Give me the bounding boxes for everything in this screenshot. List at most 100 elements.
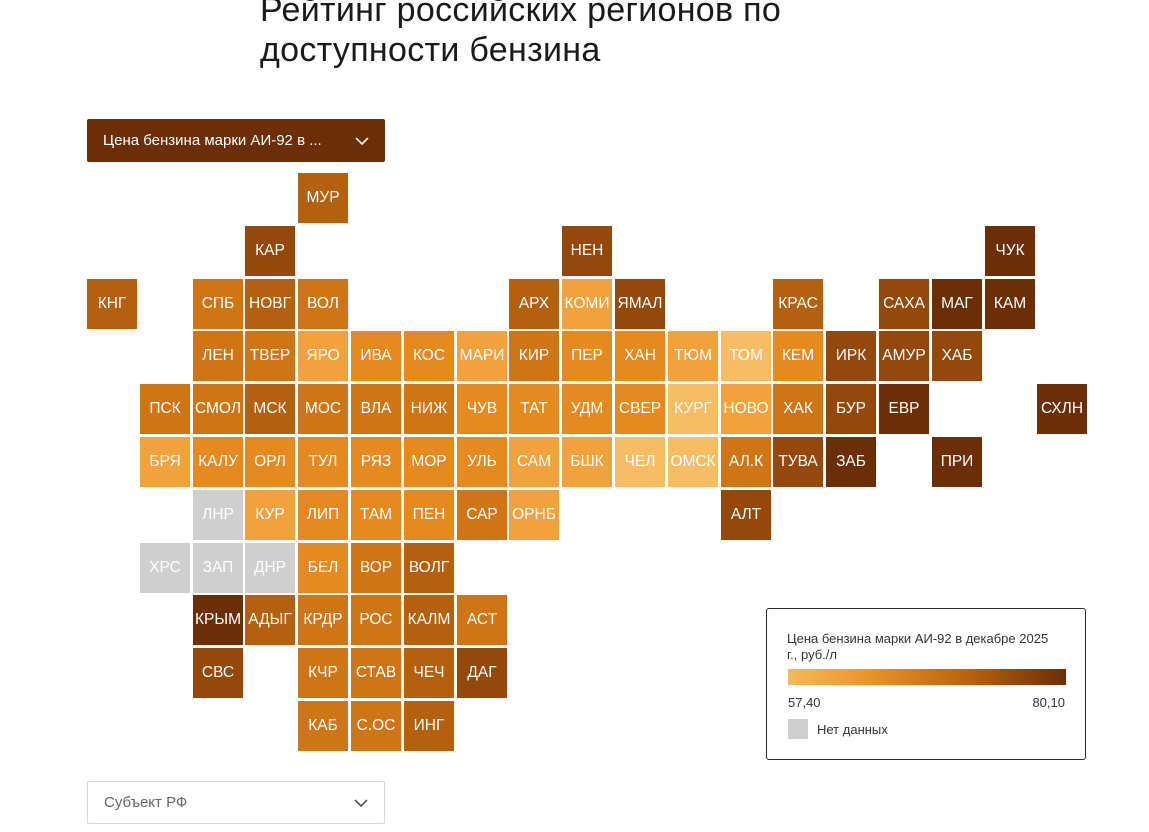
region-tile-17[interactable]: ЯРО [298, 331, 348, 381]
region-tile-20[interactable]: МАРИ [457, 331, 507, 381]
region-tile-47[interactable]: КАЛУ [193, 437, 243, 487]
region-tile-28[interactable]: АМУР [879, 331, 929, 381]
page-title-line1: Рейтинг российских регионов по [260, 0, 782, 29]
page-title: Рейтинг российских регионов по доступнос… [260, 0, 960, 70]
region-tile-34[interactable]: ВЛА [351, 384, 401, 434]
region-tile-81[interactable]: СВС [193, 648, 243, 698]
region-tile-72[interactable]: БЕЛ [298, 543, 348, 593]
region-tile-75[interactable]: КРЫМ [193, 595, 243, 645]
region-tile-38[interactable]: УДМ [562, 384, 612, 434]
region-tile-78[interactable]: РОС [351, 595, 401, 645]
region-tile-3[interactable]: ЧУК [985, 226, 1035, 276]
region-tile-48[interactable]: ОРЛ [245, 437, 295, 487]
region-tile-54[interactable]: БШК [562, 437, 612, 487]
region-tile-88[interactable]: ИНГ [404, 701, 454, 751]
region-tile-83[interactable]: СТАВ [351, 648, 401, 698]
region-tile-86[interactable]: КАБ [298, 701, 348, 751]
legend-title: Цена бензина марки АИ-92 в декабре 2025 … [787, 631, 1049, 662]
region-tile-66[interactable]: САР [457, 490, 507, 540]
region-tile-1[interactable]: КАР [245, 226, 295, 276]
region-tile-65[interactable]: ПЕН [404, 490, 454, 540]
region-tile-35[interactable]: НИЖ [404, 384, 454, 434]
region-tile-26[interactable]: КЕМ [773, 331, 823, 381]
region-tile-32[interactable]: МСК [245, 384, 295, 434]
region-tile-73[interactable]: ВОР [351, 543, 401, 593]
region-tile-31[interactable]: СМОЛ [193, 384, 243, 434]
region-tile-22[interactable]: ПЕР [562, 331, 612, 381]
region-tile-41[interactable]: НОВО [721, 384, 771, 434]
region-tile-39[interactable]: СВЕР [615, 384, 665, 434]
region-tile-51[interactable]: МОР [404, 437, 454, 487]
region-tile-61[interactable]: ЛНР [193, 490, 243, 540]
region-tile-43[interactable]: БУР [826, 384, 876, 434]
region-tile-18[interactable]: ИВА [351, 331, 401, 381]
region-tile-45[interactable]: СХЛН [1037, 384, 1087, 434]
region-tile-21[interactable]: КИР [509, 331, 559, 381]
region-tile-11[interactable]: КРАС [773, 279, 823, 329]
region-tile-0[interactable]: МУР [298, 173, 348, 223]
region-tile-59[interactable]: ЗАБ [826, 437, 876, 487]
region-tile-58[interactable]: ТУВА [773, 437, 823, 487]
region-tile-6[interactable]: НОВГ [245, 279, 295, 329]
subject-dropdown[interactable]: Субъект РФ [87, 781, 385, 824]
region-tile-8[interactable]: АРХ [509, 279, 559, 329]
region-tile-67[interactable]: ОРНБ [509, 490, 559, 540]
region-tile-68[interactable]: АЛТ [721, 490, 771, 540]
region-tile-13[interactable]: МАГ [932, 279, 982, 329]
region-tile-33[interactable]: МОС [298, 384, 348, 434]
region-tile-50[interactable]: РЯЗ [351, 437, 401, 487]
region-tile-79[interactable]: КАЛМ [404, 595, 454, 645]
region-tile-42[interactable]: ХАК [773, 384, 823, 434]
region-tile-40[interactable]: КУРГ [668, 384, 718, 434]
region-tile-19[interactable]: КОС [404, 331, 454, 381]
region-tile-27[interactable]: ИРК [826, 331, 876, 381]
region-tile-46[interactable]: БРЯ [140, 437, 190, 487]
region-tile-7[interactable]: ВОЛ [298, 279, 348, 329]
legend-max-value: 80,10 [1032, 695, 1065, 710]
region-tile-24[interactable]: ТЮМ [668, 331, 718, 381]
region-tile-2[interactable]: НЕН [562, 226, 612, 276]
region-tile-56[interactable]: ОМСК [668, 437, 718, 487]
subject-dropdown-placeholder: Субъект РФ [104, 794, 188, 811]
region-tile-70[interactable]: ЗАП [193, 543, 243, 593]
region-tile-4[interactable]: КНГ [87, 279, 137, 329]
region-tile-14[interactable]: КАМ [985, 279, 1035, 329]
region-tile-49[interactable]: ТУЛ [298, 437, 348, 487]
region-tile-69[interactable]: ХРС [140, 543, 190, 593]
region-tile-85[interactable]: ДАГ [457, 648, 507, 698]
region-tile-57[interactable]: АЛ.К [721, 437, 771, 487]
region-tile-12[interactable]: САХА [879, 279, 929, 329]
region-tile-25[interactable]: ТОМ [721, 331, 771, 381]
region-tile-29[interactable]: ХАБ [932, 331, 982, 381]
metric-dropdown[interactable]: Цена бензина марки АИ-92 в ... [87, 119, 385, 162]
region-tile-37[interactable]: ТАТ [509, 384, 559, 434]
region-tile-60[interactable]: ПРИ [932, 437, 982, 487]
region-tile-63[interactable]: ЛИП [298, 490, 348, 540]
region-tile-36[interactable]: ЧУВ [457, 384, 507, 434]
region-tile-71[interactable]: ДНР [245, 543, 295, 593]
region-tile-84[interactable]: ЧЕЧ [404, 648, 454, 698]
region-tile-62[interactable]: КУР [245, 490, 295, 540]
chevron-down-icon [353, 132, 371, 150]
region-tile-44[interactable]: ЕВР [879, 384, 929, 434]
region-tile-64[interactable]: ТАМ [351, 490, 401, 540]
region-tile-9[interactable]: КОМИ [562, 279, 612, 329]
region-tile-30[interactable]: ПСК [140, 384, 190, 434]
region-tile-16[interactable]: ТВЕР [245, 331, 295, 381]
region-tile-82[interactable]: КЧР [298, 648, 348, 698]
region-tile-10[interactable]: ЯМАЛ [615, 279, 665, 329]
region-tile-80[interactable]: АСТ [457, 595, 507, 645]
region-tile-15[interactable]: ЛЕН [193, 331, 243, 381]
region-tile-5[interactable]: СПБ [193, 279, 243, 329]
map-legend: Цена бензина марки АИ-92 в декабре 2025 … [766, 608, 1086, 760]
legend-no-data-label: Нет данных [817, 722, 888, 737]
region-tile-23[interactable]: ХАН [615, 331, 665, 381]
region-tile-87[interactable]: С.ОС [351, 701, 401, 751]
region-tile-76[interactable]: АДЫГ [245, 595, 295, 645]
region-tile-52[interactable]: УЛЬ [457, 437, 507, 487]
region-tile-55[interactable]: ЧЕЛ [615, 437, 665, 487]
region-tile-77[interactable]: КРДР [298, 595, 348, 645]
region-tile-74[interactable]: ВОЛГ [404, 543, 454, 593]
region-tile-53[interactable]: САМ [509, 437, 559, 487]
